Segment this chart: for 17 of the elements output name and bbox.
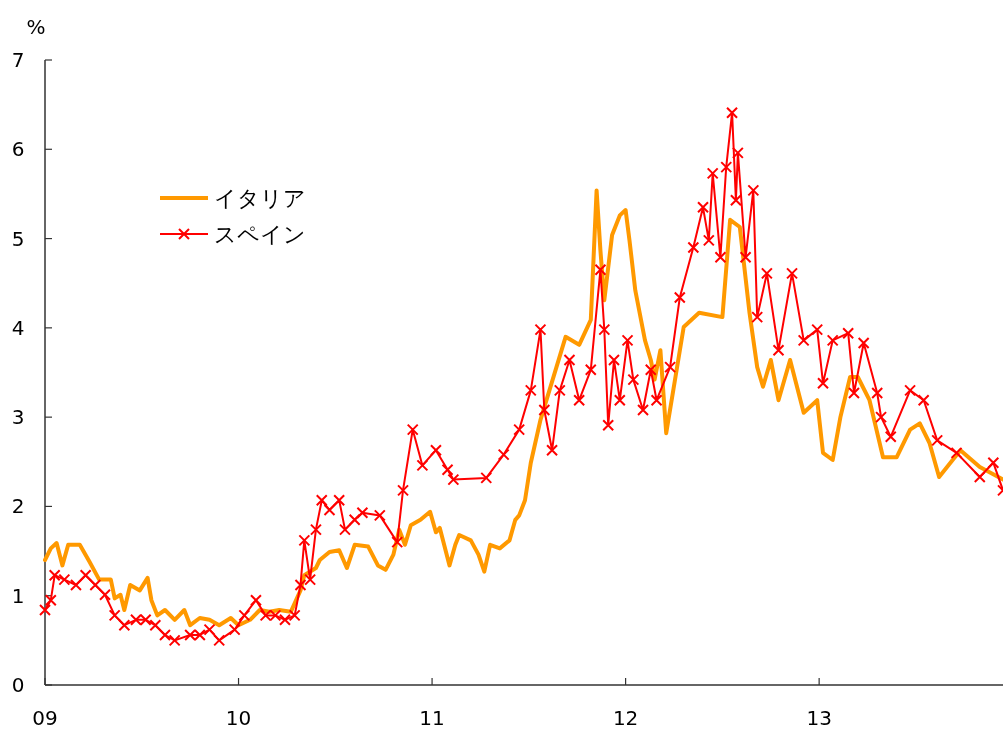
x-tick-label: 12 — [612, 706, 639, 730]
legend-label: イタリア — [214, 186, 306, 211]
y-tick-label: 4 — [11, 315, 25, 340]
y-tick-label: 6 — [11, 137, 25, 162]
x-tick-label: 13 — [806, 706, 832, 730]
x-tick-label: 11 — [419, 706, 445, 730]
y-tick-label: 0 — [11, 673, 25, 697]
y-axis-title: % — [26, 15, 46, 39]
y-tick-label: 2 — [11, 494, 25, 519]
y-tick-label: 5 — [11, 226, 25, 251]
y-tick-label: 3 — [11, 405, 25, 430]
y-tick-label: 7 — [11, 48, 25, 72]
x-tick-label: 09 — [32, 706, 58, 730]
legend-label: スペイン — [214, 222, 306, 247]
line-series — [43, 188, 1003, 628]
x-tick-label: 10 — [225, 706, 252, 730]
y-tick-label: 1 — [11, 583, 25, 608]
